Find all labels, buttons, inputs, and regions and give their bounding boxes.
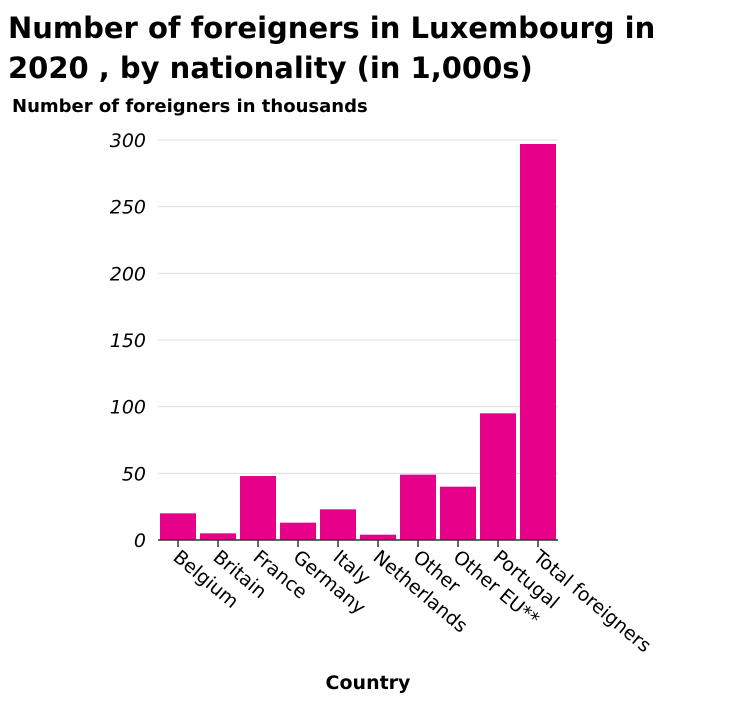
y-axis-label: Number of foreigners in thousands <box>12 96 368 117</box>
bar-other-eu <box>440 486 476 540</box>
y-tick-label: 200 <box>110 263 146 285</box>
y-tick-label: 250 <box>110 197 146 219</box>
bar-other <box>400 474 436 540</box>
bar-netherlands <box>360 534 396 540</box>
bar-belgium <box>160 513 196 540</box>
y-tick-label: 150 <box>110 330 146 352</box>
y-tick-label: 100 <box>110 397 146 419</box>
bar-france <box>240 476 276 540</box>
bar-germany <box>280 522 316 540</box>
y-tick-label: 0 <box>134 530 146 552</box>
bar-britain <box>200 533 236 540</box>
bar-total-foreigners <box>520 144 556 540</box>
chart-title: Number of foreigners in Luxembourg in 20… <box>8 11 656 85</box>
y-tick-label: 50 <box>122 463 146 485</box>
bar-portugal <box>480 413 516 540</box>
bar-italy <box>320 509 356 540</box>
x-axis-label: Country <box>325 672 411 694</box>
y-tick-label: 300 <box>110 130 146 152</box>
